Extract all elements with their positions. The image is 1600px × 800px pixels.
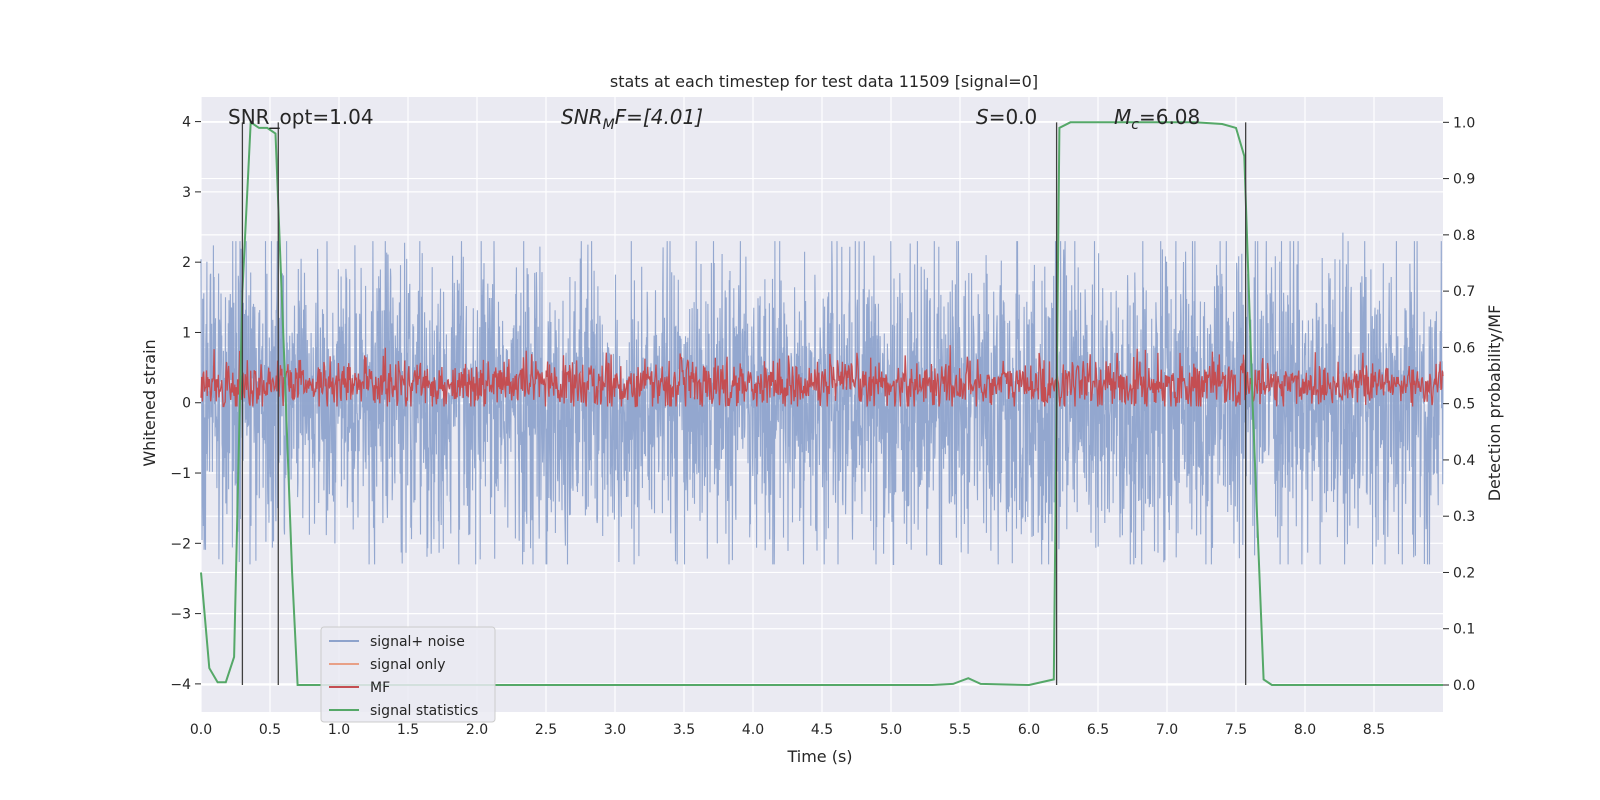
legend-label-3: signal statistics (370, 703, 478, 719)
annotation-snr-mf: SNRMF=[4.01] (561, 105, 703, 133)
annotation-mc: Mc=6.08 (1114, 105, 1200, 133)
y2-tick-label-4: 0.4 (1453, 453, 1475, 469)
x-tick-label-11: 5.5 (949, 722, 971, 738)
x-tick-label-9: 4.5 (811, 722, 833, 738)
y2-tick-label-7: 0.7 (1453, 284, 1475, 300)
x-tick-label-12: 6.0 (1018, 722, 1040, 738)
y-axis-label: Whitened strain (140, 339, 159, 466)
y2-tick-label-9: 0.9 (1453, 172, 1475, 188)
annotation-snr-opt: SNR_opt=1.04 (228, 105, 374, 129)
x-tick-label-13: 6.5 (1087, 722, 1109, 738)
x-tick-label-1: 0.5 (259, 722, 281, 738)
annotation-snr-mf-main: SNR (561, 105, 603, 129)
y-tick-label-3: −1 (170, 466, 191, 482)
legend-label-2: MF (370, 680, 390, 696)
x-tick-label-3: 1.5 (397, 722, 419, 738)
signal-statistics-line (200, 120, 1443, 687)
x-tick-label-7: 3.5 (673, 722, 695, 738)
x-tick-label-14: 7.0 (1156, 722, 1178, 738)
vertical-markers (241, 122, 1247, 685)
y-tick-label-5: 1 (182, 325, 191, 341)
y2-tick-label-2: 0.2 (1453, 565, 1475, 581)
x-axis-label: Time (s) (786, 747, 852, 766)
y-tick-label-6: 2 (182, 255, 191, 271)
legend-label-1: signal only (370, 657, 445, 673)
x-tick-label-8: 4.0 (742, 722, 764, 738)
y2-axis-ticks: 0.0 0.1 0.2 0.3 0.4 0.5 0.6 0.7 0.8 0.9 1.0 (1443, 115, 1475, 694)
y-tick-label-7: 3 (182, 185, 191, 201)
annotation-s-main: S (976, 105, 989, 129)
y2-tick-label-3: 0.3 (1453, 509, 1475, 525)
y2-tick-label-8: 0.8 (1453, 228, 1475, 244)
annotation-s: S=0.0 (976, 105, 1037, 129)
annotation-snr-mf-rest: F=[4.01] (615, 105, 703, 129)
y-tick-label-8: 4 (182, 115, 191, 131)
x-tick-label-10: 5.0 (880, 722, 902, 738)
x-tick-label-6: 3.0 (604, 722, 626, 738)
mf-series (200, 345, 1444, 408)
x-tick-label-16: 8.0 (1294, 722, 1316, 738)
x-tick-label-5: 2.5 (535, 722, 557, 738)
legend: signal+ noise signal only MF signal statist… (320, 626, 496, 723)
annotation-mc-sub: c (1131, 117, 1139, 133)
mf-line (200, 345, 1444, 408)
annotation-mc-rest: =6.08 (1139, 105, 1200, 129)
y2-tick-label-10: 1.0 (1453, 115, 1475, 131)
y2-tick-label-1: 0.1 (1453, 622, 1475, 638)
legend-box (320, 626, 496, 723)
y-tick-label-4: 0 (182, 396, 191, 412)
y-tick-label-0: −4 (170, 677, 191, 693)
y-axis-ticks: −4 −3 −2 −1 0 1 2 3 4 (170, 115, 201, 693)
x-tick-label-15: 7.5 (1225, 722, 1247, 738)
x-tick-label-2: 1.0 (328, 722, 350, 738)
y-tick-label-1: −3 (170, 607, 191, 623)
annotation-snr-mf-sub: M (603, 117, 615, 133)
y2-axis-label: Detection probability/MF (1485, 305, 1504, 502)
annotation-mc-main: M (1114, 105, 1131, 129)
annotation-s-rest: =0.0 (989, 105, 1038, 129)
y2-tick-label-6: 0.6 (1453, 340, 1475, 356)
signal-statistics-series (200, 120, 1443, 687)
x-tick-label-4: 2.0 (466, 722, 488, 738)
legend-label-0: signal+ noise (370, 634, 465, 650)
x-axis-ticks: 0.0 0.5 1.0 1.5 2.0 2.5 3.0 3.5 4.0 4.5 5.0 5.5 6.0 6… (190, 722, 1385, 738)
y-tick-label-2: −2 (170, 536, 191, 552)
y2-tick-label-5: 0.5 (1453, 397, 1475, 413)
x-tick-label-17: 8.5 (1363, 722, 1385, 738)
y2-tick-label-0: 0.0 (1453, 678, 1475, 694)
x-tick-label-0: 0.0 (190, 722, 212, 738)
chart-title: stats at each timestep for test data 115… (610, 72, 1038, 91)
